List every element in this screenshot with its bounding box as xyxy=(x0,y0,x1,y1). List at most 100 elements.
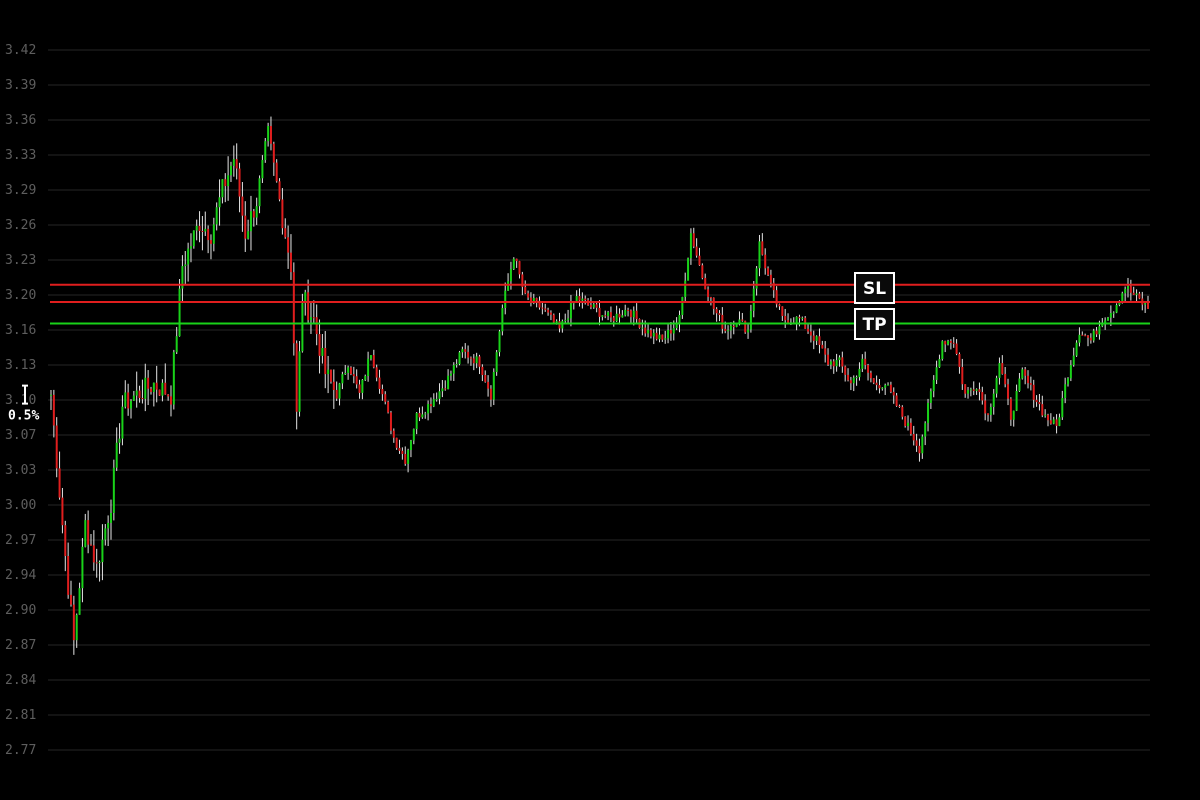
level-lines xyxy=(50,283,1150,325)
candle-body xyxy=(67,556,70,595)
candle-body xyxy=(912,433,915,441)
candle-body xyxy=(918,445,921,454)
candle-body xyxy=(149,388,152,392)
candle-body xyxy=(1004,373,1007,385)
candle-body xyxy=(335,389,338,399)
candle-body xyxy=(872,378,875,383)
candle-body xyxy=(344,372,347,375)
candle-body xyxy=(298,351,301,412)
candle-body xyxy=(747,329,750,333)
candle-body xyxy=(541,307,544,309)
candle-body xyxy=(304,292,307,304)
candle-body xyxy=(155,382,158,390)
candle-body xyxy=(141,398,144,400)
candle-body xyxy=(1061,398,1064,418)
candle-body xyxy=(1021,369,1024,379)
candle-body xyxy=(875,382,878,386)
y-tick-label: 2.94 xyxy=(5,568,36,583)
candle-body xyxy=(101,539,104,563)
tp-badge[interactable]: TP xyxy=(854,308,895,340)
candle-body xyxy=(987,413,990,415)
y-tick-label: 2.90 xyxy=(5,603,36,618)
candle-body xyxy=(515,258,518,262)
candle-body xyxy=(709,297,712,299)
candle-body xyxy=(507,281,510,291)
level-badges[interactable]: SL TP xyxy=(854,272,895,340)
candle-body xyxy=(121,406,124,439)
candle-body xyxy=(241,196,244,216)
candle-body xyxy=(969,389,972,391)
candle-body xyxy=(469,357,472,359)
candle-body xyxy=(1118,301,1121,305)
candle-body xyxy=(92,545,95,563)
candle-body xyxy=(264,141,267,160)
candle-body xyxy=(484,375,487,382)
candle-body xyxy=(521,274,524,287)
candle-body xyxy=(518,261,521,275)
candle-body xyxy=(181,266,184,289)
candle-body xyxy=(595,304,598,308)
candle-body xyxy=(84,520,87,547)
candle-body xyxy=(244,215,247,239)
candle-body xyxy=(412,429,415,441)
candle-body xyxy=(324,347,327,375)
candle-body xyxy=(949,340,952,343)
y-axis-tick-labels: 3.42 3.39 3.36 3.33 3.29 3.26 3.23 3.20 3.16 3.13… xyxy=(5,43,36,758)
candle-body xyxy=(1041,404,1044,416)
candle-body xyxy=(1018,378,1021,391)
sl-badge[interactable]: SL xyxy=(854,272,895,304)
candle-body xyxy=(1078,334,1081,343)
candle-body xyxy=(615,313,618,322)
candle-body xyxy=(512,258,515,269)
candle-body xyxy=(612,317,615,322)
candle-body xyxy=(832,361,835,367)
candle-body xyxy=(432,399,435,407)
candle-body xyxy=(707,289,710,298)
candle-body xyxy=(658,334,661,340)
tp-badge-box[interactable] xyxy=(854,308,895,340)
candle-body xyxy=(58,468,61,498)
y-tick-label: 3.26 xyxy=(5,218,36,233)
candle-body xyxy=(355,376,358,385)
candle-body xyxy=(467,351,470,358)
candle-body xyxy=(278,181,281,200)
candle-body xyxy=(424,413,427,415)
candle-body xyxy=(867,365,870,373)
candle-body xyxy=(644,327,647,334)
candle-body xyxy=(69,594,72,605)
candle-body xyxy=(827,354,830,365)
candle-body xyxy=(915,440,918,446)
y-tick-label: 3.13 xyxy=(5,358,36,373)
candle-body xyxy=(944,341,947,345)
candle-body xyxy=(909,422,912,434)
candle-body xyxy=(1055,419,1058,426)
candle-body xyxy=(769,274,772,283)
candle-body xyxy=(178,288,181,337)
y-tick-label: 2.97 xyxy=(5,533,36,548)
candle-body xyxy=(72,604,75,641)
candle-body xyxy=(584,298,587,301)
candle-body xyxy=(281,199,284,229)
candle-body xyxy=(472,358,475,364)
candle-body xyxy=(169,396,172,405)
candle-body xyxy=(404,453,407,464)
candle-body xyxy=(418,413,421,418)
candle-body xyxy=(209,240,212,244)
candle-body xyxy=(509,268,512,282)
candle-body xyxy=(618,313,621,318)
candle-body xyxy=(552,314,555,323)
candle-body xyxy=(607,312,610,316)
candle-body xyxy=(761,241,764,255)
candle-body xyxy=(461,349,464,353)
candle-body xyxy=(401,450,404,454)
candle-body xyxy=(621,315,624,318)
candle-body xyxy=(284,228,287,238)
tp-badge-label: TP xyxy=(862,315,886,335)
candle-body xyxy=(692,233,695,247)
candle-body xyxy=(835,360,838,367)
candle-body xyxy=(958,353,961,367)
sl-badge-box[interactable] xyxy=(854,272,895,304)
y-tick-label: 2.81 xyxy=(5,708,36,723)
candle-body xyxy=(318,334,321,356)
candle-body xyxy=(349,367,352,375)
